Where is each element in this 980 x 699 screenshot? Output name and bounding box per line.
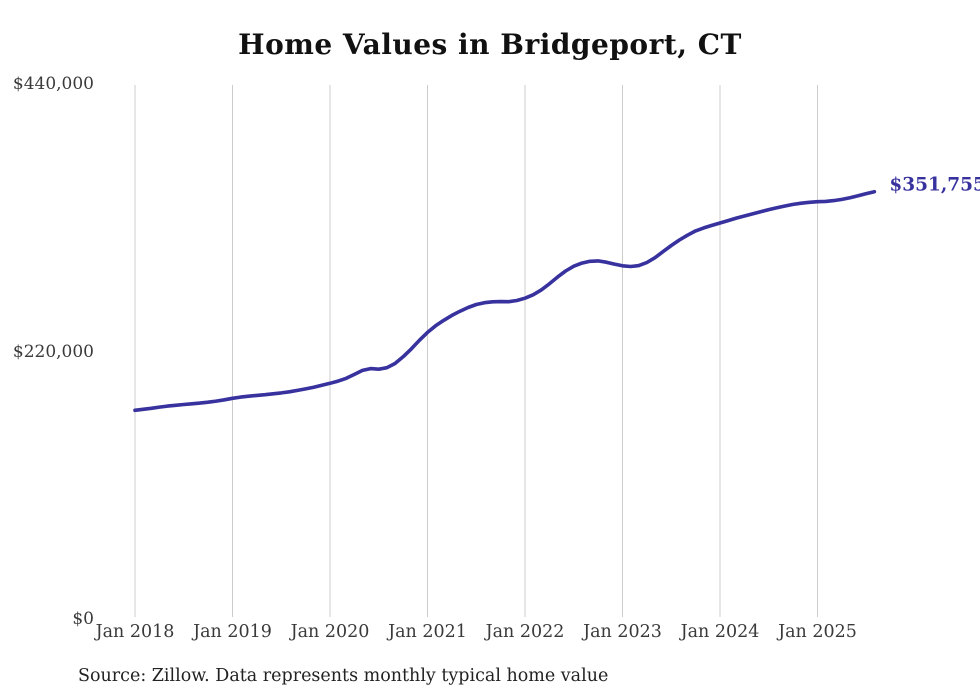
home-value-line-series: [133, 189, 877, 413]
x-tick-jan-2025: Jan 2025: [778, 622, 857, 642]
y-tick-0: $0: [72, 609, 94, 630]
x-tick-jan-2024: Jan 2024: [680, 622, 760, 642]
x-tick-jan-2018: Jan 2018: [95, 622, 175, 642]
x-tick-jan-2020: Jan 2020: [290, 622, 370, 642]
chart-title: Home Values in Bridgeport, CT: [238, 28, 742, 61]
y-tick-220000: $220,000: [12, 341, 94, 362]
y-tick-440000: $440,000: [12, 74, 94, 95]
x-tick-jan-2022: Jan 2022: [485, 622, 565, 642]
x-tick-jan-2019: Jan 2019: [193, 622, 272, 642]
source-note: Source: Zillow. Data represents monthly …: [78, 666, 609, 686]
x-tick-jan-2023: Jan 2023: [583, 622, 662, 642]
last-value-label: $351,755: [889, 174, 980, 196]
x-tick-jan-2021: Jan 2021: [388, 622, 467, 642]
